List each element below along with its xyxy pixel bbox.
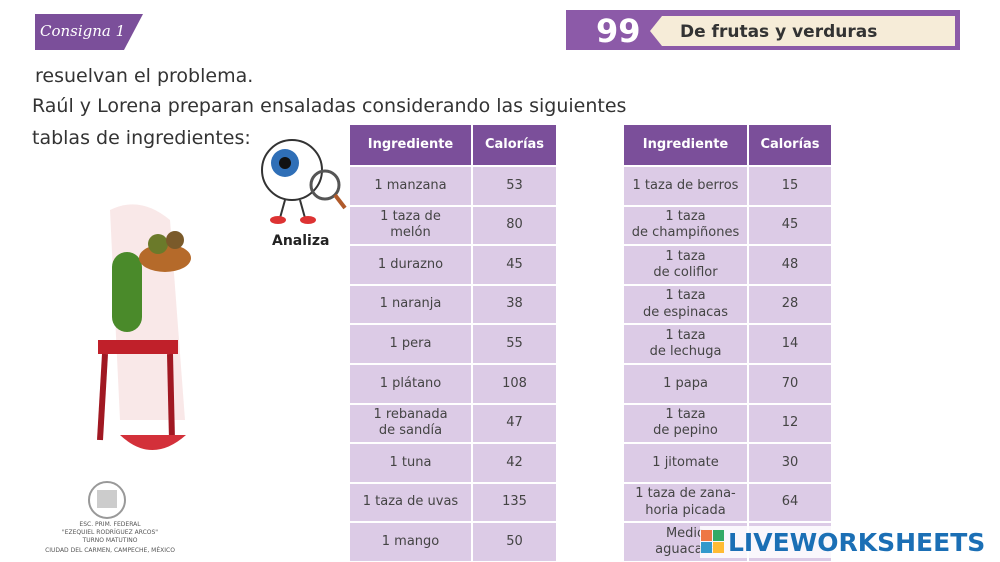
tag-text: Consigna 1 [40, 22, 126, 40]
cell: 1 manzana [349, 166, 472, 206]
header-box [650, 16, 955, 46]
cell: 55 [472, 324, 557, 364]
cell: 1 taza de espinacas [623, 284, 748, 325]
cell: 1 jitomate [623, 443, 748, 483]
cell: 47 [472, 403, 557, 444]
icon-label: Analiza [272, 233, 330, 249]
watermark-logo [701, 530, 724, 553]
cell: 28 [748, 284, 832, 325]
text-line: Raúl y Lorena preparan ensaladas conside… [32, 95, 627, 117]
text-line: resuelvan el problema. [35, 65, 254, 87]
watermark-box: LIVEWORKSHEETS [700, 526, 1000, 558]
watermark: LIVEWORKSHEETS [728, 527, 986, 557]
header-cell: Ingrediente [349, 124, 472, 166]
school-text: "EZEQUIEL RODRÍGUEZ ARCOS" [61, 529, 159, 536]
eye-icon [261, 139, 347, 224]
cell: 1 papa [623, 364, 748, 404]
cell: 1 taza de coliflor [623, 245, 748, 285]
cell: 1 tuna [349, 443, 472, 483]
cell: 1 taza de lechuga [623, 324, 748, 364]
cell: 45 [472, 245, 557, 285]
cell: 1 durazno [349, 245, 472, 285]
cell: 48 [748, 245, 832, 285]
cell: 12 [748, 403, 832, 444]
cell: 80 [472, 205, 557, 246]
cell: 1 mango [349, 522, 472, 562]
cell: 45 [748, 205, 832, 246]
cell: 38 [472, 284, 557, 325]
text-line: tablas de ingredientes: [32, 127, 251, 149]
cell: 1 taza de uvas [349, 482, 472, 523]
cell: 53 [472, 166, 557, 206]
page-number: 99 [596, 12, 641, 50]
school-text: CIUDAD DEL CARMEN, CAMPECHE, MÉXICO [45, 547, 175, 554]
school-text: ESC. PRIM. FEDERAL [79, 521, 141, 528]
cell: 14 [748, 324, 832, 364]
cell: 50 [472, 522, 557, 562]
cell: 1 rebanada de sandía [349, 403, 472, 444]
cell: 1 taza de berros [623, 166, 748, 206]
cell: 1 taza de zana- horia picada [623, 482, 748, 523]
cell: 15 [748, 166, 832, 206]
cell: 1 pera [349, 324, 472, 364]
cell: 1 taza de champiñones [623, 205, 748, 246]
cell: 135 [472, 482, 557, 523]
cell: 70 [748, 364, 832, 404]
cell: 1 naranja [349, 284, 472, 325]
cell: 1 taza de pepino [623, 403, 748, 444]
header-cell: Calorías [748, 124, 832, 166]
cell: 108 [472, 364, 557, 404]
header-cell: Calorías [472, 124, 557, 166]
school-logo [88, 481, 126, 519]
cell: 42 [472, 443, 557, 483]
cell: 1 taza de melón [349, 205, 472, 246]
cell: 1 plátano [349, 364, 472, 404]
header-cell: Ingrediente [623, 124, 748, 166]
cell: 64 [748, 482, 832, 523]
cucumber-illustration [97, 204, 191, 450]
tag-shape [35, 14, 143, 50]
cell: 30 [748, 443, 832, 483]
header-title: De frutas y verduras [680, 22, 878, 42]
school-text: TURNO MATUTINO [82, 537, 138, 544]
